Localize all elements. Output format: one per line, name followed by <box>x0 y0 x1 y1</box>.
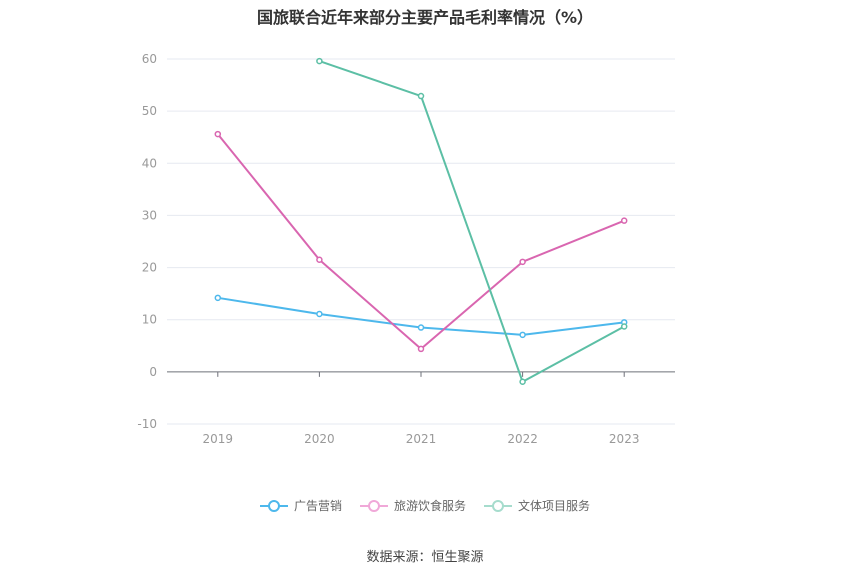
data-point <box>316 256 323 263</box>
y-axis: 60 50 40 30 20 10 0 -10 <box>137 52 157 431</box>
gridlines <box>167 58 675 425</box>
legend-line-icon <box>484 499 512 512</box>
series-line <box>319 60 625 383</box>
x-tick-label: 2021 <box>406 432 437 446</box>
legend-item-tourism-food[interactable]: 旅游饮食服务 <box>359 497 466 514</box>
series-group <box>214 57 628 386</box>
series-line <box>217 133 625 350</box>
data-point <box>620 217 628 224</box>
legend-line-icon <box>359 499 388 512</box>
data-point <box>519 331 526 339</box>
data-point <box>417 345 425 353</box>
x-tick-label: 2023 <box>609 432 640 446</box>
data-point <box>519 378 526 386</box>
x-tick-label: 2022 <box>507 432 538 446</box>
x-tick-label: 2019 <box>203 432 234 446</box>
data-source: 数据来源：恒生聚源 <box>366 550 484 565</box>
y-tick-label: 60 <box>142 52 157 66</box>
legend-item-sports-culture[interactable]: 文体项目服务 <box>484 497 590 514</box>
data-point <box>316 310 323 318</box>
data-point <box>417 92 425 100</box>
y-tick-label: 30 <box>142 208 157 222</box>
data-point <box>417 324 425 331</box>
y-tick-label: 50 <box>142 104 157 118</box>
y-tick-label: -10 <box>137 417 157 431</box>
y-tick-label: 20 <box>142 261 157 275</box>
legend-item-ad-marketing[interactable]: 广告营销 <box>259 497 342 514</box>
y-tick-label: 0 <box>149 365 157 379</box>
data-point <box>519 258 526 266</box>
data-point <box>620 323 628 330</box>
x-tick-label: 2020 <box>304 432 335 446</box>
legend-label: 旅游饮食服务 <box>393 499 466 513</box>
data-point <box>214 130 222 138</box>
y-tick-label: 10 <box>142 313 157 327</box>
chart-title: 国旅联合近年来部分主要产品毛利率情况（%） <box>256 8 594 27</box>
legend-line-icon <box>259 499 288 512</box>
data-point <box>316 57 323 65</box>
y-tick-label: 40 <box>142 156 157 170</box>
x-axis: 2019 2020 2021 2022 2023 <box>167 371 675 446</box>
legend-label: 文体项目服务 <box>518 499 591 513</box>
legend-label: 广告营销 <box>293 499 342 513</box>
data-point <box>214 294 222 302</box>
legend: 广告营销 旅游饮食服务 文体项目服务 <box>0 497 850 514</box>
